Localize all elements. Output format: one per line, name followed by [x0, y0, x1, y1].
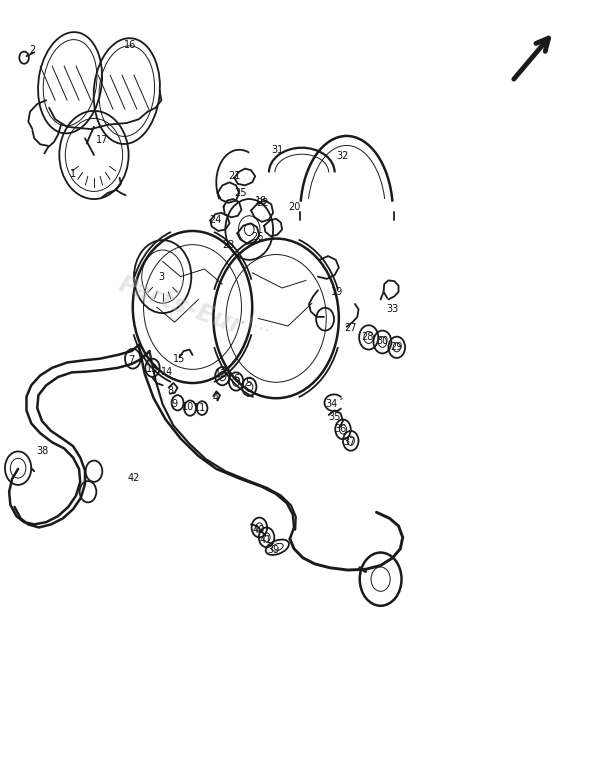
Text: 24: 24 [209, 214, 221, 224]
Text: 10: 10 [182, 402, 194, 412]
Text: 37: 37 [343, 436, 356, 446]
Text: 17: 17 [95, 135, 108, 145]
Text: 12: 12 [215, 369, 227, 379]
Text: 20: 20 [288, 201, 300, 211]
Text: Parts-Eur: Parts-Eur [115, 272, 246, 339]
Text: 3: 3 [158, 272, 164, 282]
Text: 2: 2 [29, 45, 35, 55]
Text: 27: 27 [344, 324, 357, 333]
Text: 32: 32 [337, 151, 349, 161]
Text: 18: 18 [255, 195, 268, 205]
Text: 6: 6 [233, 374, 239, 385]
Text: 28: 28 [361, 333, 374, 343]
Text: 31: 31 [271, 145, 283, 155]
Text: 30: 30 [376, 336, 389, 346]
Text: 41: 41 [260, 536, 272, 546]
Text: 16: 16 [124, 40, 136, 50]
Text: 23: 23 [222, 240, 235, 250]
Text: 11: 11 [194, 403, 206, 413]
Text: 19: 19 [331, 287, 343, 297]
Text: 26: 26 [251, 232, 263, 242]
Text: 1: 1 [70, 169, 76, 179]
Text: 38: 38 [36, 446, 48, 456]
Text: 35: 35 [328, 412, 341, 422]
Text: 14: 14 [161, 367, 173, 378]
Text: 9: 9 [172, 398, 178, 408]
Text: 25: 25 [234, 188, 247, 198]
Text: 22: 22 [256, 198, 269, 208]
Text: 8: 8 [167, 385, 173, 396]
Text: 34: 34 [326, 399, 338, 409]
Text: 36: 36 [334, 424, 347, 434]
Text: 5: 5 [245, 378, 251, 388]
Text: 13: 13 [146, 364, 158, 374]
Text: 21: 21 [228, 171, 241, 182]
Text: ...|...: ...|... [228, 304, 276, 337]
Text: 42: 42 [128, 473, 140, 483]
Text: 39: 39 [267, 546, 279, 555]
Text: 15: 15 [173, 354, 185, 364]
Text: 4: 4 [212, 393, 218, 403]
Text: 29: 29 [391, 343, 403, 353]
Text: 33: 33 [386, 304, 398, 314]
Text: 7: 7 [128, 356, 135, 365]
Text: 40: 40 [252, 525, 265, 535]
